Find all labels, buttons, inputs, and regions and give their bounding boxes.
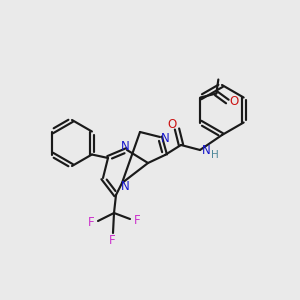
Text: F: F <box>109 233 115 247</box>
Text: N: N <box>202 143 210 157</box>
Text: O: O <box>230 95 239 108</box>
Text: N: N <box>121 181 129 194</box>
Text: N: N <box>121 140 129 152</box>
Text: H: H <box>211 150 219 160</box>
Text: N: N <box>160 133 169 146</box>
Text: F: F <box>134 214 140 226</box>
Text: O: O <box>167 118 177 131</box>
Text: F: F <box>88 217 94 230</box>
